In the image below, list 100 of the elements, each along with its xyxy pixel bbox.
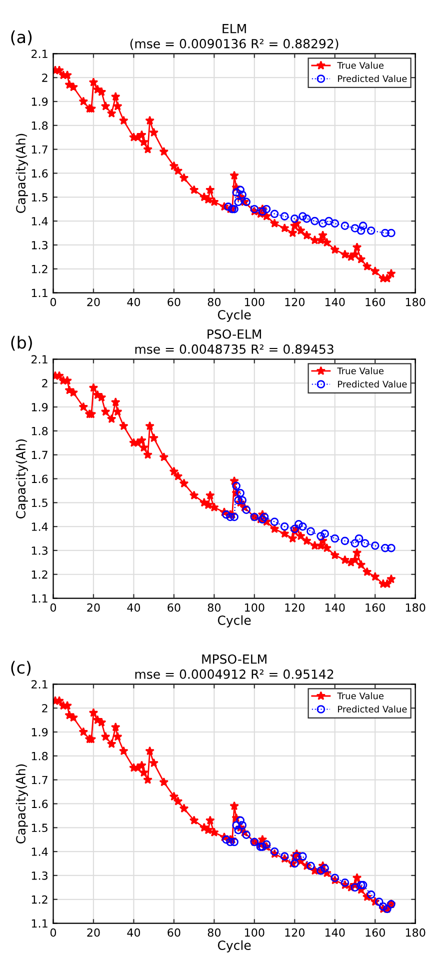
point <box>330 219 340 228</box>
point <box>224 202 232 211</box>
y-tick-label: 1.7 <box>32 450 48 460</box>
x-tick-label: 160 <box>366 928 385 937</box>
point <box>340 878 350 887</box>
point <box>234 826 242 834</box>
y-tick-label: 1.8 <box>32 752 48 760</box>
point <box>270 210 279 218</box>
point <box>242 506 251 514</box>
point <box>316 532 325 540</box>
y-tick-label: 1.4 <box>32 522 48 531</box>
x-tick-label: 160 <box>366 298 385 306</box>
point <box>370 542 380 550</box>
point <box>222 510 230 519</box>
y-tick-label: 1.9 <box>32 402 48 412</box>
legend-label: True Value <box>337 692 384 700</box>
point <box>354 534 364 543</box>
legend-label: Predicted Value <box>338 75 407 82</box>
point <box>374 898 384 906</box>
legend-label: True Value <box>337 62 384 69</box>
x-axis-title: Cycle <box>218 940 251 952</box>
point <box>258 515 267 524</box>
x-tick-label: 60 <box>168 928 180 937</box>
x-tick-label: 180 <box>406 298 426 306</box>
x-tick-label: 180 <box>406 603 426 612</box>
point <box>230 512 238 522</box>
point <box>298 522 307 531</box>
point <box>280 212 289 220</box>
y-tick-label: 1.1 <box>32 288 48 298</box>
text: (a) <box>11 30 32 46</box>
x-tick-label: 0 <box>50 928 56 937</box>
point <box>320 864 329 872</box>
chart-title: ELM <box>222 24 246 34</box>
y-axis-title: Capacity(Ah) <box>16 439 28 518</box>
point <box>226 512 234 522</box>
point <box>270 518 279 526</box>
point <box>387 228 396 238</box>
point <box>381 228 390 238</box>
point <box>238 496 247 504</box>
y-tick-label: 1.6 <box>32 169 48 178</box>
x-tick-label: 80 <box>208 298 221 306</box>
chart-subtitle: mse = 0.0004912 R² = 0.95142 <box>135 669 334 679</box>
point <box>258 842 267 851</box>
point <box>318 219 327 228</box>
text: (b) <box>11 336 32 351</box>
point <box>306 862 315 870</box>
point <box>290 859 299 868</box>
x-tick-label: 40 <box>127 928 140 937</box>
y-tick-label: 1.7 <box>32 145 48 154</box>
legend-label: Predicted Value <box>338 380 407 388</box>
x-tick-label: 120 <box>285 928 305 937</box>
x-axis-title: Cycle <box>218 310 251 322</box>
point <box>358 222 368 230</box>
point <box>258 207 267 216</box>
x-tick-label: 0 <box>50 603 56 612</box>
x-tick-label: 40 <box>127 298 140 306</box>
point <box>280 522 289 531</box>
point <box>324 216 334 226</box>
point <box>366 890 376 899</box>
y-tick-label: 2 <box>42 74 48 82</box>
point <box>320 530 329 538</box>
point <box>350 539 360 548</box>
chart-subtitle: mse = 0.0048735 R² = 0.89453 <box>135 344 334 354</box>
x-tick-label: 20 <box>87 928 100 937</box>
point <box>262 204 271 214</box>
x-tick-label: 60 <box>168 298 180 306</box>
y-tick-label: 2 <box>42 704 48 712</box>
point <box>242 198 251 206</box>
y-tick-label: 1.8 <box>32 121 48 130</box>
y-tick-label: 1.6 <box>32 474 48 484</box>
y-tick-label: 1.3 <box>32 871 48 880</box>
point <box>306 527 315 536</box>
point <box>256 842 265 851</box>
y-tick-label: 1.4 <box>32 217 48 226</box>
point <box>360 539 370 548</box>
legend-label: Predicted Value <box>338 706 407 713</box>
y-tick-label: 1.2 <box>32 895 48 904</box>
x-tick-label: 80 <box>208 928 221 937</box>
y-tick-label: 1.5 <box>32 824 48 832</box>
y-axis-title: Capacity(Ah) <box>16 764 28 844</box>
y-tick-label: 1.2 <box>32 264 48 274</box>
point <box>230 204 238 214</box>
point <box>260 512 269 522</box>
y-tick-label: 2.1 <box>32 50 48 58</box>
point <box>236 186 244 194</box>
point <box>356 226 366 235</box>
y-tick-label: 1.3 <box>32 240 48 250</box>
y-tick-label: 1.8 <box>32 426 48 436</box>
x-tick-label: 100 <box>245 298 264 306</box>
x-tick-label: 40 <box>127 603 140 612</box>
point <box>236 816 244 825</box>
chart-title: MPSO-ELM <box>202 654 266 664</box>
point <box>302 214 311 223</box>
point <box>236 488 244 498</box>
point <box>350 224 360 232</box>
text: (c) <box>11 660 31 676</box>
point <box>381 544 390 552</box>
legend-label: True Value <box>337 367 384 374</box>
point <box>234 496 242 504</box>
point <box>290 214 299 223</box>
